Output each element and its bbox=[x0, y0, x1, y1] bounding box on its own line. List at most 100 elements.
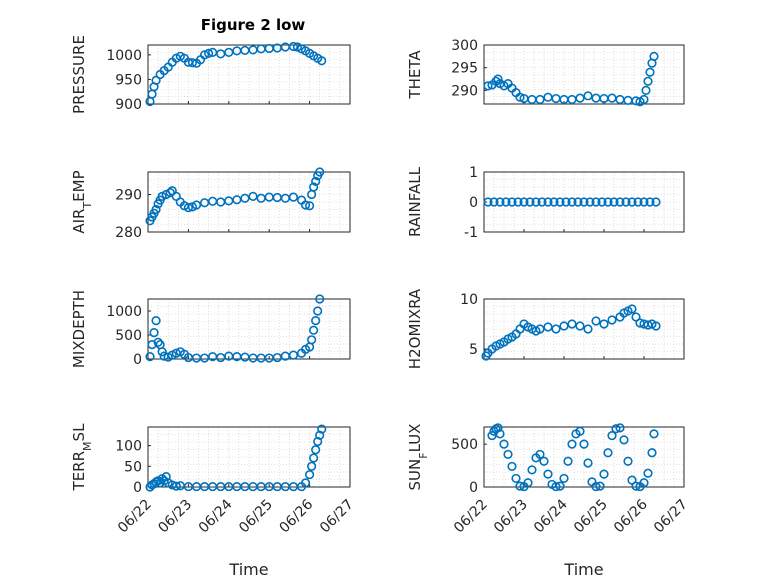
data-point bbox=[651, 321, 661, 331]
data-point bbox=[511, 473, 521, 484]
y-axis-label: AIRTEMP bbox=[70, 170, 94, 233]
data-point bbox=[543, 469, 553, 479]
data-point bbox=[563, 456, 573, 466]
data-point bbox=[615, 197, 625, 207]
data-point bbox=[525, 197, 535, 207]
data-point bbox=[543, 197, 553, 207]
y-tick-label: 50 bbox=[124, 459, 142, 475]
y-tick-label: 280 bbox=[115, 225, 142, 241]
data-point bbox=[317, 56, 327, 66]
data-point bbox=[309, 325, 319, 335]
data-point bbox=[641, 85, 651, 95]
data-point bbox=[647, 448, 657, 458]
y-tick-label: 900 bbox=[115, 97, 142, 113]
y-tick-label: 1000 bbox=[106, 304, 142, 320]
data-point bbox=[535, 449, 545, 460]
data-point bbox=[549, 197, 559, 207]
y-tick-label: 290 bbox=[451, 83, 478, 99]
data-point bbox=[591, 481, 601, 492]
data-point bbox=[204, 48, 214, 58]
y-axis-label: H2OMIXRA bbox=[406, 288, 424, 369]
data-point bbox=[503, 449, 513, 460]
data-point bbox=[507, 197, 517, 207]
axes-box bbox=[483, 426, 685, 488]
subplot-3: 280 290 AIRTEMP bbox=[70, 167, 351, 241]
data-point bbox=[611, 424, 621, 434]
subplot-5: 0 500 1000 MIXDEPTH bbox=[70, 290, 351, 368]
data-point bbox=[583, 91, 593, 101]
x-axis-label: Time bbox=[563, 560, 603, 579]
subplot-1: 900 950 1000 PRESSURE bbox=[70, 35, 351, 114]
data-point bbox=[153, 337, 163, 347]
data-point bbox=[643, 76, 653, 86]
data-point bbox=[627, 197, 637, 207]
axes-box bbox=[147, 171, 351, 233]
data-point bbox=[633, 197, 643, 207]
y-tick-label: 10 bbox=[460, 292, 478, 308]
data-point bbox=[575, 321, 585, 331]
x-tick-label: 06/26 bbox=[611, 496, 651, 536]
data-point bbox=[317, 424, 327, 434]
data-point bbox=[151, 204, 161, 215]
data-point bbox=[300, 478, 311, 488]
data-point bbox=[537, 197, 547, 207]
data-point bbox=[315, 294, 325, 304]
x-tick-label: 06/24 bbox=[196, 496, 236, 536]
data-point bbox=[575, 93, 585, 103]
data-point bbox=[288, 350, 299, 360]
data-point bbox=[307, 335, 317, 345]
y-tick-label: 100 bbox=[115, 439, 142, 455]
data-point bbox=[543, 322, 553, 332]
axes-box bbox=[483, 298, 685, 360]
data-point bbox=[307, 461, 317, 471]
y-tick-label: 0 bbox=[133, 480, 142, 496]
x-tick-label: 06/22 bbox=[115, 497, 155, 537]
data-point bbox=[591, 197, 601, 207]
y-axis-label: SUNFLUX bbox=[406, 424, 430, 491]
data-point bbox=[635, 318, 645, 328]
data-point bbox=[595, 481, 605, 491]
data-point bbox=[619, 435, 629, 445]
axes-box bbox=[147, 44, 351, 105]
figure-title: Figure 2 low bbox=[201, 16, 306, 34]
data-point bbox=[515, 92, 525, 102]
data-point bbox=[559, 473, 569, 484]
data-point bbox=[157, 347, 167, 357]
data-point bbox=[483, 197, 493, 207]
data-point bbox=[313, 306, 323, 316]
data-point bbox=[483, 81, 493, 91]
data-point bbox=[161, 472, 171, 482]
data-point bbox=[561, 197, 571, 207]
data-point bbox=[199, 50, 210, 60]
data-point bbox=[513, 197, 523, 207]
data-point bbox=[631, 481, 641, 491]
data-point bbox=[309, 453, 319, 463]
data-point bbox=[555, 197, 565, 207]
x-tick-label: 06/27 bbox=[317, 497, 357, 537]
data-point bbox=[583, 458, 593, 468]
subplot-4: -1 0 1 RAINFALL bbox=[406, 165, 685, 241]
data-point bbox=[615, 423, 625, 433]
data-point bbox=[649, 429, 659, 439]
data-point bbox=[579, 439, 589, 449]
data-point bbox=[240, 193, 250, 203]
x-tick-label: 06/24 bbox=[531, 496, 571, 536]
data-point bbox=[551, 324, 561, 334]
data-point bbox=[627, 304, 637, 314]
data-point bbox=[579, 197, 589, 207]
data-point bbox=[501, 197, 511, 207]
subplot-8: 0 500 SUNFLUX 06/22 06/23 06/24 06/25 06/26 06/2… bbox=[406, 423, 691, 579]
data-point bbox=[248, 191, 258, 201]
data-point bbox=[597, 197, 607, 207]
data-point bbox=[609, 197, 619, 207]
data-point bbox=[311, 445, 321, 455]
y-tick-label: 0 bbox=[133, 352, 142, 368]
data-point bbox=[639, 197, 649, 207]
data-point bbox=[607, 430, 617, 441]
x-tick-label: 06/25 bbox=[236, 497, 276, 537]
y-tick-label: 1 bbox=[469, 165, 478, 181]
data-point bbox=[567, 319, 577, 329]
data-point bbox=[607, 315, 617, 325]
